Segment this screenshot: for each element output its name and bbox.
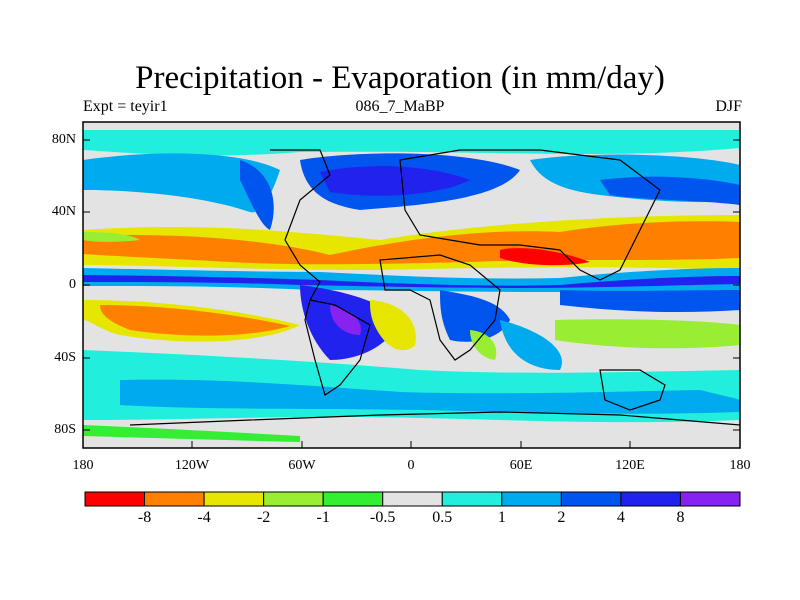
- colorbar-label: -0.5: [370, 509, 396, 526]
- colorbar-swatch: [203, 491, 265, 507]
- colorbar-swatch: [679, 491, 741, 507]
- map-title: Precipitation - Evaporation (in mm/day): [135, 60, 665, 96]
- south-america-outline: [304, 299, 371, 396]
- north-pacific-west-core: [600, 176, 740, 205]
- colorbar-label: -1: [316, 509, 330, 526]
- lat-label-0: 0: [69, 277, 76, 292]
- colorbar-label: -2: [256, 509, 271, 526]
- antarctic-coast-green: [83, 425, 300, 442]
- australia-outline: [599, 369, 666, 411]
- south-atlantic-dry: [370, 300, 416, 351]
- precipitation-field: [83, 122, 740, 448]
- lon-label-120w: 120W: [174, 458, 210, 473]
- colorbar-label: 1: [497, 509, 506, 526]
- maritime-continent-wet: [560, 290, 740, 313]
- colorbar-swatch: [620, 491, 681, 507]
- lat-label-40s: 40S: [54, 350, 76, 365]
- east-africa-wet: [500, 320, 562, 370]
- lat-ticks: [83, 139, 740, 431]
- colorbar-swatch: [322, 491, 384, 507]
- colorbar-swatch: [441, 491, 503, 507]
- lon-label-120e: 120E: [615, 458, 645, 473]
- itcz-core: [83, 275, 740, 288]
- central-africa-wet: [440, 290, 510, 342]
- lon-ticks: [82, 441, 741, 448]
- north-pacific-storm-track: [83, 153, 280, 213]
- colorbar-label: 0.5: [432, 509, 453, 526]
- arctic-moist-band: [83, 130, 740, 156]
- lon-label-180e: 180: [729, 458, 751, 473]
- colorbar-label: -8: [137, 509, 152, 526]
- colorbar-swatch: [144, 491, 205, 507]
- south-pacific-dry: [100, 305, 290, 336]
- colorbar-swatch: [560, 491, 622, 507]
- north-atlantic-core: [320, 166, 470, 196]
- colorbar-label: 8: [676, 509, 685, 526]
- colorbar-label: 4: [616, 509, 625, 526]
- colorbar-swatch: [84, 491, 146, 507]
- lon-label-0: 0: [407, 458, 415, 473]
- lon-label-180w: 180: [72, 458, 94, 473]
- antarctica-outline: [129, 411, 741, 426]
- eurasia-outline: [399, 149, 661, 281]
- lon-label-60w: 60W: [288, 458, 316, 473]
- amazon-core: [330, 305, 361, 335]
- pacific-coast-wet: [240, 160, 274, 230]
- north-subtropical-dry: [83, 221, 740, 265]
- lat-label-40n: 40N: [51, 204, 76, 219]
- season-label: DJF: [715, 98, 742, 115]
- land-outlines: [129, 149, 741, 426]
- antarctica-dry: [83, 420, 740, 448]
- colorbar-swatch: [382, 491, 443, 507]
- colorbar-label: -4: [197, 509, 211, 526]
- lat-label-80s: 80S: [54, 422, 76, 437]
- north-edge-green: [83, 232, 140, 242]
- colorbar-label: 2: [557, 509, 566, 526]
- lat-label-80n: 80N: [51, 132, 76, 147]
- experiment-label: Expt = teyir1: [83, 98, 168, 115]
- lon-label-60e: 60E: [509, 458, 533, 473]
- africa-outline: [379, 254, 501, 361]
- north-america-outline: [270, 149, 331, 301]
- south-africa-dry: [470, 330, 497, 360]
- colorbar-swatch: [501, 491, 562, 507]
- run-label: 086_7_MaBP: [355, 98, 445, 115]
- southern-ocean-track: [120, 379, 740, 414]
- colorbar: [84, 491, 741, 507]
- colorbar-swatch: [263, 491, 324, 507]
- south-indian-dry: [555, 319, 740, 349]
- arabian-extreme-dry: [500, 248, 590, 266]
